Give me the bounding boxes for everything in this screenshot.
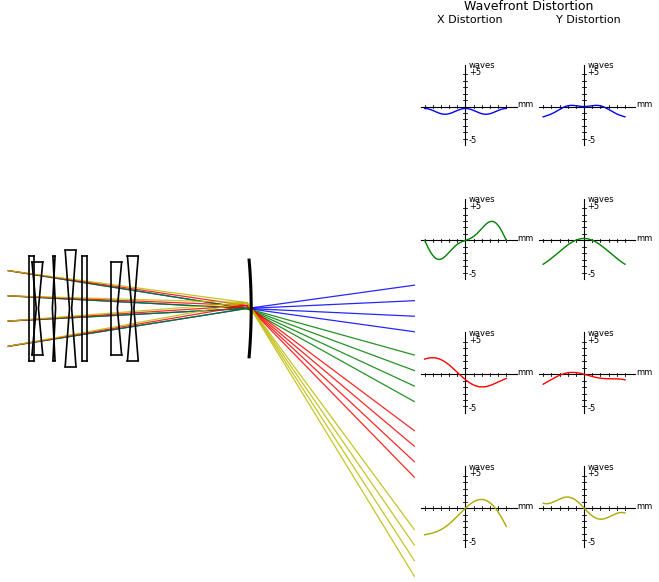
Text: -5: -5: [587, 538, 596, 546]
Text: waves: waves: [469, 329, 496, 338]
Text: -5: -5: [587, 404, 596, 413]
Text: X Distortion: X Distortion: [437, 15, 502, 24]
Text: mm: mm: [637, 368, 652, 377]
Text: waves: waves: [587, 62, 614, 70]
Text: mm: mm: [637, 100, 652, 109]
Text: mm: mm: [518, 368, 534, 377]
Text: mm: mm: [518, 502, 534, 510]
Text: +5: +5: [587, 202, 600, 211]
Text: Wavefront Distortion: Wavefront Distortion: [464, 0, 594, 13]
Text: waves: waves: [587, 196, 614, 204]
Text: +5: +5: [469, 336, 481, 345]
Text: waves: waves: [587, 463, 614, 472]
Text: +5: +5: [587, 68, 600, 77]
Text: mm: mm: [637, 502, 652, 510]
Text: waves: waves: [469, 62, 496, 70]
Text: +5: +5: [469, 202, 481, 211]
Text: +5: +5: [587, 470, 600, 478]
Text: mm: mm: [518, 100, 534, 109]
Text: -5: -5: [469, 404, 477, 413]
Text: -5: -5: [469, 538, 477, 546]
Text: -5: -5: [469, 136, 477, 145]
Text: -5: -5: [469, 270, 477, 279]
Text: waves: waves: [587, 329, 614, 338]
Text: waves: waves: [469, 196, 496, 204]
Text: +5: +5: [587, 336, 600, 345]
Text: +5: +5: [469, 68, 481, 77]
Text: +5: +5: [469, 470, 481, 478]
Text: mm: mm: [518, 234, 534, 243]
Text: mm: mm: [637, 234, 652, 243]
Text: waves: waves: [469, 463, 496, 472]
Text: -5: -5: [587, 270, 596, 279]
Text: -5: -5: [587, 136, 596, 145]
Text: Y Distortion: Y Distortion: [556, 15, 621, 24]
